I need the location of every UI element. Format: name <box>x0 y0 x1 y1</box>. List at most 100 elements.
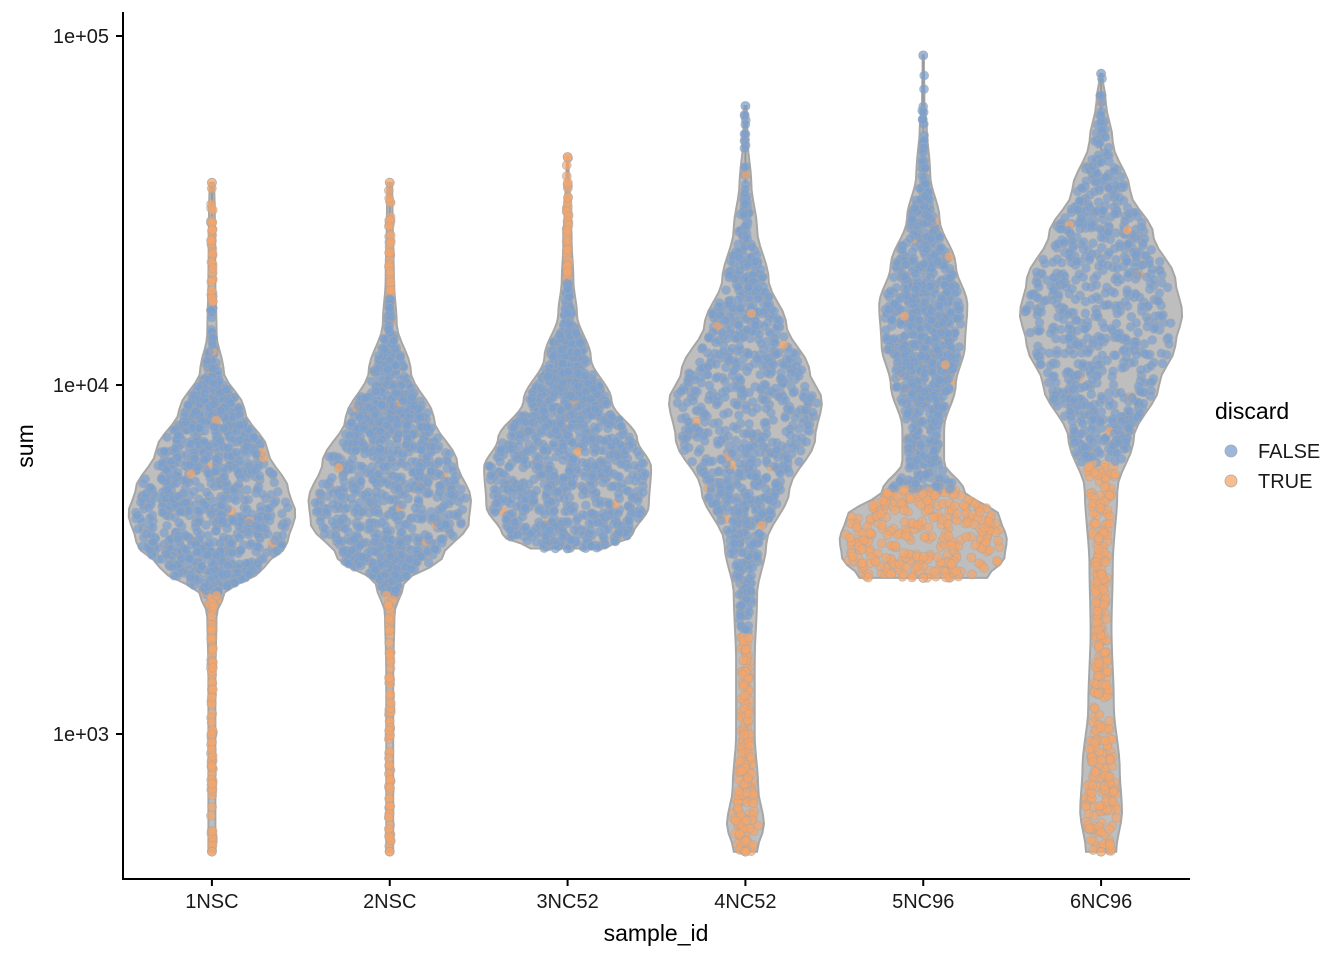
point-false <box>563 366 574 377</box>
point-false <box>805 393 816 403</box>
point-false <box>575 414 586 425</box>
point-false <box>312 505 323 516</box>
point-true <box>384 832 395 843</box>
point-false <box>169 570 180 581</box>
point-false <box>611 436 621 447</box>
point-true <box>992 556 1002 566</box>
point-true <box>562 266 573 277</box>
point-false <box>384 302 395 313</box>
point-false <box>277 508 287 519</box>
point-false <box>548 438 559 449</box>
point-true <box>206 625 217 636</box>
point-false <box>512 454 523 464</box>
point-false <box>728 366 739 377</box>
point-false <box>415 551 426 562</box>
point-false <box>738 209 749 220</box>
point-false <box>557 358 568 369</box>
point-false <box>765 506 775 517</box>
point-false <box>718 346 729 357</box>
point-false <box>528 489 539 500</box>
point-false <box>749 538 759 549</box>
point-false <box>393 483 404 494</box>
point-false <box>369 537 380 547</box>
point-false <box>759 321 770 332</box>
point-false <box>147 522 158 533</box>
point-true <box>206 692 217 703</box>
point-false <box>771 479 781 490</box>
point-true <box>206 285 217 296</box>
point-extreme <box>384 177 395 188</box>
point-true <box>207 729 217 739</box>
point-true <box>384 193 395 204</box>
point-false <box>385 413 396 424</box>
point-false <box>261 547 272 558</box>
point-true <box>733 803 743 814</box>
point-false <box>737 384 747 395</box>
point-false <box>246 538 257 549</box>
point-false <box>562 284 573 295</box>
violins-layer <box>127 54 1184 853</box>
point-true <box>206 611 217 622</box>
point-false <box>235 472 246 483</box>
point-false <box>485 470 496 481</box>
point-false <box>747 242 757 252</box>
point-false <box>616 421 627 432</box>
point-true <box>966 552 977 563</box>
point-false <box>184 554 195 564</box>
point-false <box>587 433 598 444</box>
point-false <box>676 386 686 397</box>
point-false <box>592 517 603 528</box>
point-true <box>744 708 754 719</box>
point-false <box>385 494 396 505</box>
point-false <box>740 184 751 195</box>
point-false <box>548 351 559 362</box>
point-false <box>183 505 194 516</box>
point-true <box>748 798 759 809</box>
point-false <box>234 409 245 420</box>
point-false <box>143 502 154 513</box>
point-false <box>132 510 143 521</box>
point-false <box>716 515 727 526</box>
point-false <box>452 511 462 521</box>
points-3NC52 <box>484 152 651 554</box>
point-true <box>562 236 573 247</box>
point-true <box>562 245 572 255</box>
point-false <box>722 525 732 536</box>
point-false <box>540 422 551 433</box>
point-false <box>627 470 638 481</box>
point-false <box>538 406 549 417</box>
point-false <box>501 514 512 525</box>
point-true <box>207 644 218 655</box>
point-false <box>223 560 233 571</box>
point-false <box>735 611 746 621</box>
point-false <box>338 545 349 556</box>
point-true <box>385 689 396 699</box>
point-false <box>365 523 376 534</box>
point-false <box>423 531 434 542</box>
point-false <box>776 373 786 384</box>
point-true <box>563 192 573 203</box>
point-false <box>495 456 506 467</box>
point-false <box>446 489 457 500</box>
point-true <box>746 308 757 319</box>
point-false <box>716 454 727 465</box>
point-false <box>184 460 195 471</box>
point-true <box>385 277 396 288</box>
point-false <box>571 515 582 525</box>
point-false <box>714 504 725 515</box>
point-false <box>768 360 779 370</box>
point-false <box>549 505 560 516</box>
point-false <box>395 537 406 548</box>
point-false <box>755 264 766 275</box>
points-4NC52 <box>672 101 822 857</box>
point-false <box>181 544 192 555</box>
point-false <box>757 531 767 541</box>
point-false <box>586 541 597 551</box>
point-false <box>760 417 771 428</box>
point-false <box>782 453 793 464</box>
point-true <box>753 820 764 831</box>
point-false <box>439 500 450 511</box>
point-false <box>231 447 242 458</box>
point-false <box>159 527 170 538</box>
